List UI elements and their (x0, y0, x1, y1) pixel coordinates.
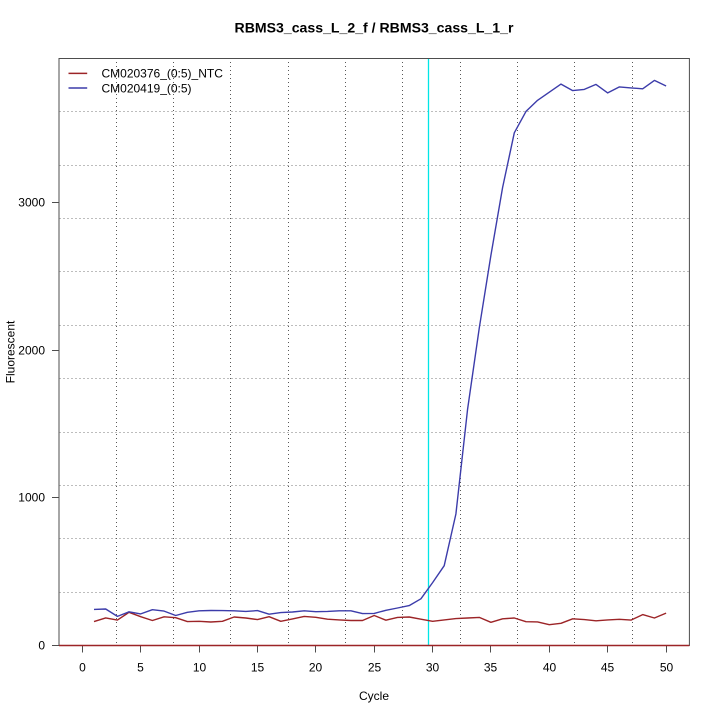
svg-text:10: 10 (193, 661, 207, 675)
svg-text:45: 45 (601, 661, 615, 675)
svg-text:35: 35 (484, 661, 498, 675)
svg-text:Fluorescent: Fluorescent (4, 320, 18, 383)
svg-text:RBMS3_cass_L_2_f / RBMS3_cass_: RBMS3_cass_L_2_f / RBMS3_cass_L_1_r (235, 19, 514, 35)
svg-text:2000: 2000 (18, 344, 45, 358)
svg-text:CM020419_(0:5): CM020419_(0:5) (102, 81, 192, 95)
svg-text:5: 5 (137, 661, 144, 675)
svg-text:15: 15 (251, 661, 265, 675)
svg-text:3000: 3000 (18, 196, 45, 210)
svg-text:50: 50 (660, 661, 674, 675)
svg-text:30: 30 (426, 661, 440, 675)
svg-text:0: 0 (38, 639, 45, 653)
svg-text:CM020376_(0:5)_NTC: CM020376_(0:5)_NTC (102, 67, 224, 81)
svg-text:0: 0 (79, 661, 86, 675)
svg-text:1000: 1000 (18, 491, 45, 505)
svg-text:40: 40 (543, 661, 557, 675)
svg-text:20: 20 (309, 661, 323, 675)
svg-text:25: 25 (368, 661, 382, 675)
svg-text:Cycle: Cycle (359, 689, 389, 703)
